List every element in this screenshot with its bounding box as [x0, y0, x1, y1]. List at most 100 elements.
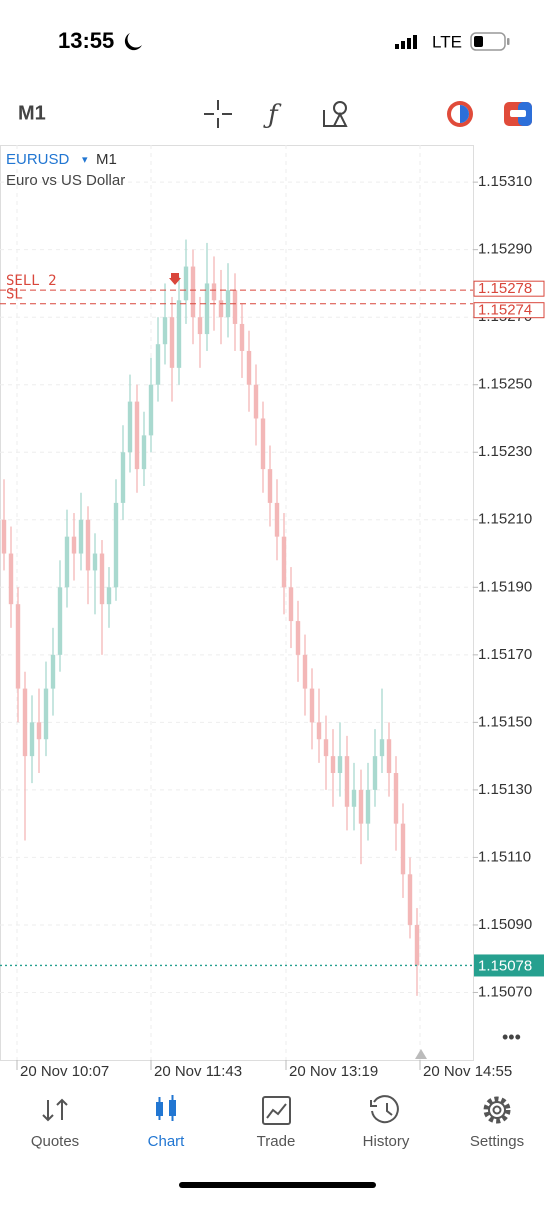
candle-body: [246, 350, 252, 385]
candle-body: [190, 266, 196, 318]
candle-body: [197, 317, 203, 335]
candle-body: [414, 924, 420, 966]
candle-body: [260, 418, 266, 470]
home-indicator: [179, 1182, 376, 1188]
candle-body: [323, 739, 329, 757]
candle-body: [344, 756, 350, 807]
more-button[interactable]: •••: [502, 1027, 521, 1047]
candle-body: [330, 756, 336, 774]
candle-body: [337, 756, 343, 774]
trade-button[interactable]: [447, 101, 473, 127]
candle-body: [351, 789, 357, 807]
x-tick-label: 20 Nov 13:19: [289, 1063, 378, 1080]
candle-body: [218, 300, 224, 318]
candle-body: [50, 654, 56, 689]
candle-body: [71, 536, 77, 554]
candle-body: [358, 789, 364, 824]
candle-body: [232, 290, 238, 324]
trade-icon: [262, 1096, 291, 1125]
candle-body: [1, 519, 7, 554]
one-click-button[interactable]: [504, 102, 532, 126]
candle-body: [78, 519, 84, 554]
chart-icon: [156, 1095, 176, 1121]
timeframe-button[interactable]: M1: [18, 102, 46, 124]
candle-body: [106, 587, 112, 605]
candle-body: [225, 290, 231, 318]
candle-body: [365, 789, 371, 824]
objects-button[interactable]: [323, 101, 348, 127]
candle-body: [379, 739, 385, 757]
current-price-box: [474, 954, 544, 977]
candle-body: [288, 587, 294, 622]
symbol-description: Euro vs US Dollar: [6, 172, 125, 189]
candle-body: [204, 283, 210, 335]
indicators-button[interactable]: ƒ: [263, 100, 282, 130]
x-tick-label: 20 Nov 11:43: [154, 1063, 242, 1080]
y-tick-label: 1.15090: [478, 916, 532, 933]
candle-body: [211, 283, 217, 301]
candle-body: [141, 435, 147, 470]
nav-tab[interactable]: Trade: [257, 1133, 296, 1150]
candle-body: [15, 604, 21, 689]
candle-body: [309, 688, 315, 723]
candle-body: [274, 502, 280, 537]
x-tick-label: 20 Nov 10:07: [20, 1063, 109, 1080]
nav-tab[interactable]: Quotes: [31, 1133, 79, 1150]
history-icon: [370, 1095, 399, 1124]
candle-body: [372, 756, 378, 790]
candle-body: [113, 502, 119, 588]
candle-body: [134, 401, 140, 470]
level-name: SL: [6, 287, 23, 303]
candle-body: [127, 401, 133, 453]
level-price-box: [473, 302, 545, 319]
quotes-icon: [42, 1098, 68, 1122]
candle-body: [92, 553, 98, 571]
candle-body: [393, 773, 399, 824]
candle-body: [8, 553, 14, 605]
candle-body: [386, 739, 392, 774]
chart-frame: [0, 145, 474, 1061]
candle-body: [239, 323, 245, 351]
candle-body: [281, 536, 287, 588]
nav-tab[interactable]: Chart: [148, 1133, 186, 1150]
candle-body: [155, 344, 161, 385]
battery-icon: [470, 32, 510, 51]
scroll-marker: [415, 1049, 427, 1059]
candle-body: [162, 317, 168, 345]
y-tick-label: 1.15230: [478, 443, 532, 460]
candle-body: [267, 469, 273, 503]
y-tick-label: 1.15150: [478, 713, 532, 730]
y-tick-label: 1.15170: [478, 646, 532, 663]
nav-tab[interactable]: History: [363, 1133, 410, 1150]
candle-body: [169, 317, 175, 368]
y-tick-label: 1.15310: [478, 173, 532, 190]
candle-body: [85, 519, 91, 571]
y-tick-label: 1.15130: [478, 781, 532, 798]
level-price: 1.15274: [478, 302, 532, 319]
symbol-dropdown[interactable]: ▾: [82, 154, 88, 166]
chart: 1.153101.152901.152701.152501.152301.152…: [0, 145, 545, 1080]
candle-body: [302, 654, 308, 689]
crosshair-button[interactable]: [204, 100, 232, 128]
y-tick-label: 1.15250: [478, 376, 532, 393]
symbol[interactable]: EURUSD: [6, 151, 70, 168]
candle-body: [148, 384, 154, 436]
candle-body: [57, 587, 63, 655]
candle-body: [36, 722, 42, 740]
moon-icon: [124, 33, 142, 51]
settings-icon: [483, 1096, 511, 1124]
y-tick-label: 1.15190: [478, 578, 532, 595]
nav-tab[interactable]: Settings: [470, 1133, 524, 1150]
candle-body: [120, 452, 126, 503]
candle-body: [253, 384, 259, 419]
candle-body: [64, 536, 70, 588]
level-price: 1.15278: [478, 280, 532, 297]
candle-body: [29, 722, 35, 757]
current-price: 1.15078: [478, 957, 532, 974]
candle-body: [183, 266, 189, 301]
y-tick-label: 1.15290: [478, 241, 532, 258]
candle-body: [22, 688, 28, 757]
y-tick-label: 1.15110: [478, 848, 531, 865]
